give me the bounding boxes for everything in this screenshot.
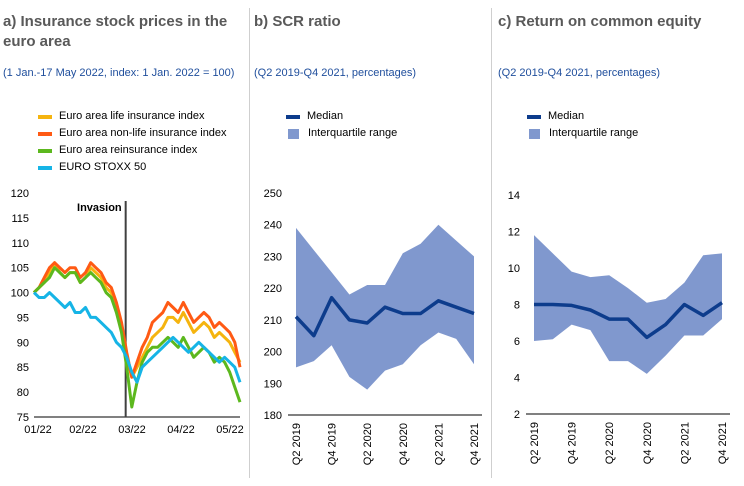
y-tick-label: 250: [264, 188, 282, 200]
panel-b-subtitle: (Q2 2019-Q4 2021, percentages): [254, 67, 417, 79]
legend-item-life: Euro area life insurance index: [38, 108, 227, 125]
y-tick-label: 8: [514, 300, 520, 312]
y-tick-label: 6: [514, 336, 520, 348]
legend-label: Median: [307, 110, 344, 122]
legend-label: Interquartile range: [549, 127, 639, 139]
legend-item-iqr: Interquartile range: [527, 125, 638, 142]
x-tick-label: Q4 2021: [717, 422, 729, 464]
legend-item-median: Median: [286, 108, 397, 125]
x-tick-label: Q2 2021: [679, 422, 691, 464]
x-tick-label: Q2 2020: [362, 423, 374, 465]
panel-separator: [491, 8, 492, 478]
y-tick-label: 10: [508, 263, 520, 275]
y-tick-label: 200: [264, 347, 282, 359]
y-tick-label: 14: [508, 190, 520, 202]
legend-item-iqr: Interquartile range: [286, 125, 397, 142]
legend-item-stoxx: EURO STOXX 50: [38, 159, 227, 176]
panel-a-legend: Euro area life insurance index Euro area…: [38, 108, 227, 176]
y-tick-label: 4: [514, 373, 520, 385]
y-tick-label: 115: [11, 213, 29, 225]
x-tick-label: Q2 2021: [433, 423, 445, 465]
panel-c-legend: Median Interquartile range: [527, 108, 638, 142]
panel-b-title: b) SCR ratio: [254, 13, 341, 30]
series-line: [32, 266, 242, 409]
legend-label: EURO STOXX 50: [59, 161, 147, 173]
median-line: [534, 301, 723, 340]
x-tick-label: Q4 2019: [327, 423, 339, 465]
legend-item-nonlife: Euro area non-life insurance index: [38, 125, 227, 142]
x-tick-label: 01/22: [24, 424, 52, 436]
x-tick-label: Q4 2021: [469, 423, 481, 465]
x-tick-label: Q4 2020: [398, 423, 410, 465]
chart-a-plot: 75 80 85 90 95 100 105 110 115 120 01/22 02/22 03/22…: [11, 188, 244, 436]
x-tick-label: 02/22: [69, 424, 97, 436]
legend-label: Median: [548, 110, 585, 122]
legend-swatch: [286, 114, 300, 119]
panel-c-title: c) Return on common equity: [498, 13, 702, 30]
legend-swatch: [288, 128, 299, 139]
legend-swatch: [529, 128, 540, 139]
y-tick-label: 80: [17, 387, 29, 399]
y-tick-label: 180: [264, 410, 282, 422]
panel-a-title: a) Insurance stock prices in the euro ar…: [3, 13, 228, 50]
legend-label: Euro area reinsurance index: [59, 144, 198, 156]
y-tick-label: 190: [264, 378, 282, 390]
interquartile-band: [534, 235, 722, 374]
y-tick-label: 105: [11, 263, 29, 275]
series-line: [32, 291, 242, 384]
chart-c-plot: 2 4 6 8 10 12 14 Q2 2019 Q4 2019 Q2 2020 Q4 2020 Q2…: [508, 190, 730, 464]
x-tick-label: Q2 2019: [291, 423, 303, 465]
y-tick-label: 120: [11, 188, 29, 200]
x-tick-label: 04/22: [167, 424, 195, 436]
legend-swatch: [38, 165, 52, 170]
legend-swatch: [38, 148, 52, 153]
y-tick-label: 220: [264, 283, 282, 295]
panel-b-legend: Median Interquartile range: [286, 108, 397, 142]
y-tick-label: 90: [17, 337, 29, 349]
legend-swatch: [38, 131, 52, 136]
legend-label: Euro area non-life insurance index: [59, 127, 227, 139]
panel-separator: [249, 8, 250, 478]
legend-swatch: [38, 114, 52, 119]
y-tick-label: 85: [17, 362, 29, 374]
panel-c-subtitle: (Q2 2019-Q4 2021, percentages): [498, 67, 661, 79]
x-tick-label: Q2 2020: [604, 422, 616, 464]
x-tick-label: Q4 2019: [567, 422, 579, 464]
legend-label: Interquartile range: [308, 127, 398, 139]
series-line: [32, 261, 242, 379]
y-tick-label: 240: [264, 220, 282, 232]
x-tick-label: Q4 2020: [642, 422, 654, 464]
y-tick-label: 95: [17, 312, 29, 324]
x-tick-label: 03/22: [118, 424, 146, 436]
y-tick-label: 100: [11, 288, 29, 300]
y-tick-label: 2: [514, 409, 520, 421]
legend-item-reinsurance: Euro area reinsurance index: [38, 142, 227, 159]
legend-item-median: Median: [527, 108, 638, 125]
x-tick-label: 05/22: [216, 424, 244, 436]
invasion-annotation: Invasion: [77, 202, 122, 214]
panel-a-subtitle: (1 Jan.-17 May 2022, index: 1 Jan. 2022 …: [3, 67, 235, 79]
median-line: [294, 295, 475, 338]
y-tick-label: 12: [508, 227, 520, 239]
y-tick-label: 230: [264, 251, 282, 263]
y-tick-label: 110: [11, 238, 29, 250]
x-tick-label: Q2 2019: [529, 422, 541, 464]
legend-swatch: [527, 114, 541, 119]
y-tick-label: 75: [17, 412, 29, 424]
y-tick-label: 210: [264, 315, 282, 327]
legend-label: Euro area life insurance index: [59, 110, 205, 122]
chart-b-plot: 180 190 200 210 220 230 240 250 Q2 2019 Q4 2019 Q2…: [264, 188, 482, 465]
